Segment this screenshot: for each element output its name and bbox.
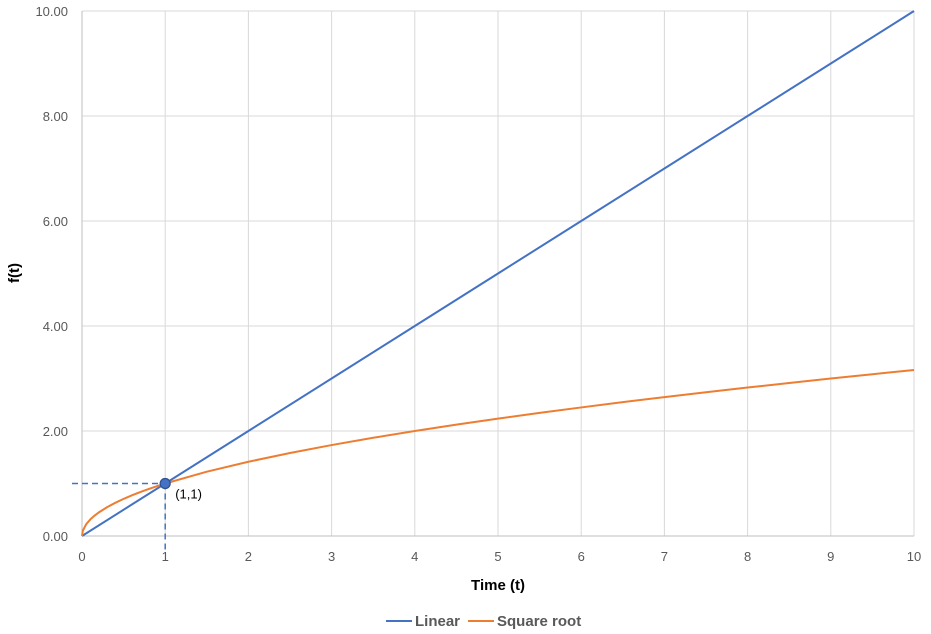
x-tick-label: 7 [661, 549, 668, 564]
x-tick-label: 2 [245, 549, 252, 564]
x-tick-label: 0 [78, 549, 85, 564]
y-tick-label: 6.00 [43, 214, 68, 229]
legend-item: Linear [386, 613, 460, 630]
x-axis-ticks: 0 1 2 3 4 5 6 7 8 9 10 [78, 549, 921, 564]
legend: Linear Square root [386, 613, 581, 630]
legend-label: Linear [415, 613, 460, 630]
series-line-linear [81, 10, 915, 537]
x-tick-label: 9 [827, 549, 834, 564]
annotation-layer: (1,1) [159, 477, 202, 502]
annotation-label: (1,1) [175, 487, 202, 502]
y-axis-ticks: 0.00 2.00 4.00 6.00 8.00 10.00 [35, 4, 68, 544]
x-axis-title: Time (t) [471, 577, 525, 594]
y-tick-label: 4.00 [43, 319, 68, 334]
x-tick-label: 1 [162, 549, 169, 564]
x-tick-label: 4 [411, 549, 418, 564]
y-axis-title: f(t) [6, 263, 23, 283]
x-tick-label: 5 [494, 549, 501, 564]
series-layer [72, 10, 915, 552]
x-tick-label: 8 [744, 549, 751, 564]
series-line-square-root [81, 369, 915, 537]
x-tick-label: 3 [328, 549, 335, 564]
x-tick-label: 6 [578, 549, 585, 564]
legend-item: Square root [468, 613, 581, 630]
y-tick-label: 2.00 [43, 424, 68, 439]
x-tick-label: 10 [907, 549, 921, 564]
y-tick-label: 10.00 [35, 4, 68, 19]
y-tick-label: 0.00 [43, 529, 68, 544]
gridlines [81, 10, 915, 537]
y-tick-label: 8.00 [43, 109, 68, 124]
annotation-marker [159, 477, 171, 490]
legend-label: Square root [497, 613, 581, 630]
